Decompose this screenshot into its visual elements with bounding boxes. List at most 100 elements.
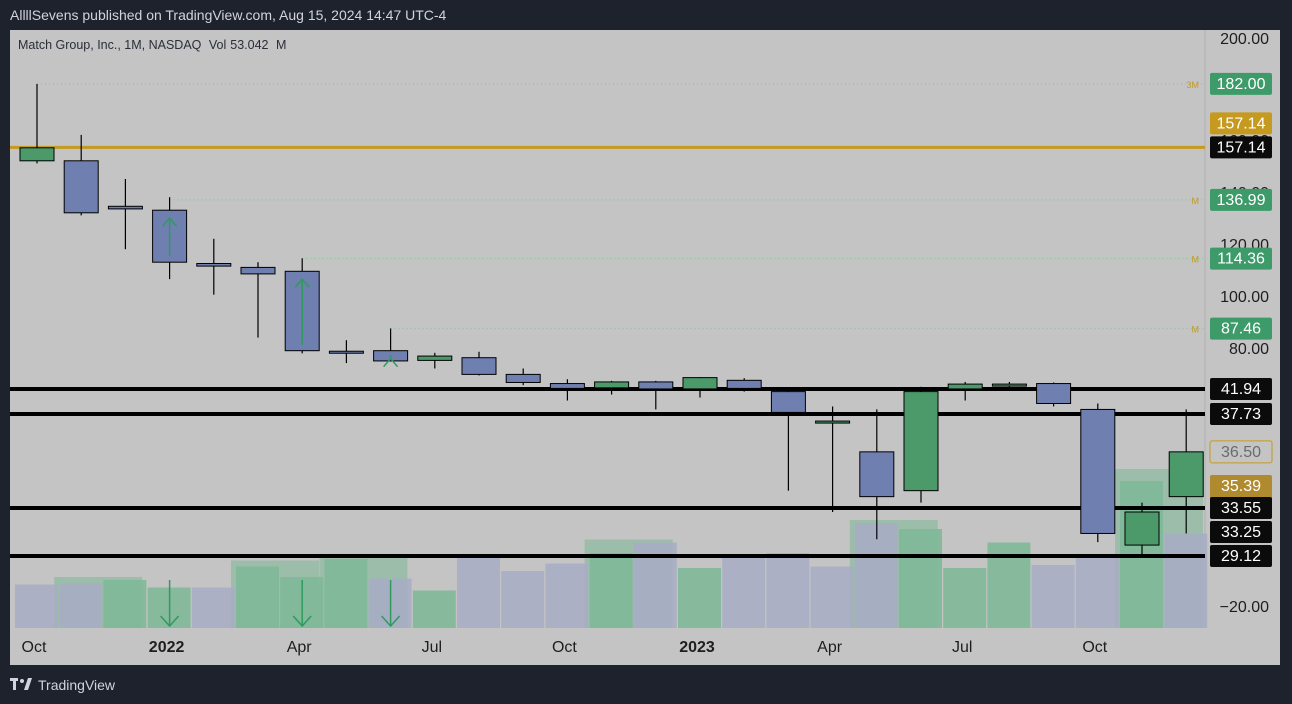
timeframe-tag: M: [1192, 196, 1200, 206]
price-chart[interactable]: 3MMMM200.00160.00140.00120.00100.0080.00…: [10, 30, 1280, 665]
candle-body[interactable]: [107, 205, 143, 210]
price-label-text: 136.99: [1217, 192, 1266, 209]
candle-body[interactable]: [947, 383, 983, 390]
candle-body[interactable]: [1036, 383, 1072, 404]
down-arrow-head: [292, 615, 312, 628]
volume-bar: [59, 583, 103, 628]
candle-body[interactable]: [196, 263, 232, 267]
publish-header: AllllSevens published on TradingView.com…: [0, 0, 1292, 30]
y-tick-label: 100.00: [1220, 289, 1269, 306]
volume-bar: [899, 529, 942, 628]
price-label-badge[interactable]: [1210, 247, 1272, 270]
down-arrow-head: [160, 615, 180, 628]
price-label-text: 36.50: [1221, 444, 1261, 461]
candle-body[interactable]: [991, 383, 1027, 387]
symbol-legend: Match Group, Inc., 1M, NASDAQ Vol 53.042 …: [18, 38, 294, 52]
price-label-badge[interactable]: [1210, 545, 1272, 567]
price-label-text: 157.14: [1217, 139, 1266, 156]
price-label-badge[interactable]: [1210, 136, 1272, 159]
candle-body[interactable]: [240, 266, 276, 275]
volume-bar: [15, 584, 58, 628]
price-label-text: 41.94: [1221, 381, 1261, 398]
volume-legend: Vol 53.042 M: [209, 38, 291, 52]
volume-tick-label: −20.00: [1220, 599, 1269, 616]
volume-bar: [722, 556, 766, 628]
candle-body[interactable]: [1124, 511, 1160, 546]
candle-body[interactable]: [63, 160, 99, 214]
y-tick-label: 80.00: [1229, 341, 1269, 358]
price-label-text: 182.00: [1217, 76, 1266, 93]
volume-bar: [1031, 565, 1075, 628]
timeframe-tag: 3M: [1186, 80, 1199, 90]
price-label-badge[interactable]: [1210, 403, 1272, 425]
tradingview-logo-icon: [10, 677, 32, 693]
volume-bar: [324, 559, 368, 628]
candle-body[interactable]: [1080, 408, 1116, 534]
volume-bar: [589, 553, 633, 628]
price-label-badge[interactable]: [1210, 72, 1272, 95]
price-label-text: 35.39: [1221, 478, 1261, 495]
candle-body[interactable]: [726, 379, 762, 389]
price-label-badge[interactable]: [1209, 440, 1273, 464]
x-tick-label: Oct: [552, 639, 577, 656]
candle-body[interactable]: [417, 355, 453, 361]
volume-value: 53.042: [230, 38, 269, 52]
volume-bar: [810, 566, 854, 628]
volume-bar: [1075, 557, 1119, 628]
price-label-badge[interactable]: [1210, 521, 1272, 543]
x-tick-label: Oct: [22, 639, 47, 656]
timeframe-tag: M: [1192, 255, 1200, 265]
volume-bar: [766, 553, 810, 628]
price-label-badge[interactable]: [1210, 497, 1272, 519]
price-label-badge[interactable]: [1210, 378, 1272, 400]
y-tick-label: 200.00: [1220, 31, 1269, 48]
up-arrow-head: [162, 217, 178, 227]
x-tick-label: Jul: [422, 639, 442, 656]
volume-bar: [943, 568, 987, 628]
candle-body[interactable]: [594, 381, 630, 389]
price-label-badge[interactable]: [1210, 112, 1272, 135]
price-label-text: 114.36: [1217, 251, 1265, 268]
price-label-text: 37.73: [1221, 406, 1261, 423]
volume-bar: [501, 571, 545, 628]
volume-bar: [854, 523, 898, 628]
candle-body[interactable]: [770, 391, 806, 413]
price-label-text: 87.46: [1221, 321, 1261, 338]
volume-unit: M: [276, 38, 287, 52]
volume-bar: [191, 587, 235, 628]
candle-body[interactable]: [903, 391, 939, 492]
up-arrow-head: [383, 357, 399, 368]
published-text: AllllSevens published on TradingView.com…: [10, 7, 447, 23]
chart-area[interactable]: 3MMMM200.00160.00140.00120.00100.0080.00…: [10, 30, 1280, 665]
symbol-title: Match Group, Inc., 1M, NASDAQ: [18, 38, 202, 52]
volume-bar: [678, 568, 721, 628]
volume-bar: [103, 580, 147, 628]
x-tick-label: Oct: [1082, 639, 1107, 656]
candle-body[interactable]: [19, 147, 55, 162]
volume-bar: [545, 563, 589, 628]
candle-body[interactable]: [682, 377, 718, 390]
x-tick-label: Jul: [952, 639, 972, 656]
price-label-text: 33.25: [1221, 524, 1261, 541]
timeframe-tag: M: [1192, 325, 1200, 335]
candle-body[interactable]: [549, 383, 585, 389]
x-tick-label: Apr: [817, 639, 843, 656]
footer: TradingView: [10, 673, 115, 697]
volume-label: Vol: [208, 38, 227, 52]
price-label-badge[interactable]: [1210, 317, 1272, 340]
volume-bar: [457, 557, 500, 628]
price-label-text: 33.55: [1221, 500, 1261, 517]
candle-body[interactable]: [638, 381, 674, 390]
price-label-badge[interactable]: [1210, 188, 1272, 211]
footer-brand: TradingView: [38, 677, 116, 693]
candle-body[interactable]: [859, 451, 895, 498]
candle-body[interactable]: [461, 357, 497, 375]
price-label-text: 29.12: [1221, 548, 1261, 565]
candle-body[interactable]: [815, 420, 851, 424]
x-tick-label: 2022: [149, 639, 185, 656]
candle-body[interactable]: [505, 373, 541, 383]
up-arrow-head: [294, 278, 310, 288]
candle-body[interactable]: [328, 350, 364, 354]
volume-bar: [1164, 533, 1208, 628]
candle-body[interactable]: [1168, 451, 1204, 498]
